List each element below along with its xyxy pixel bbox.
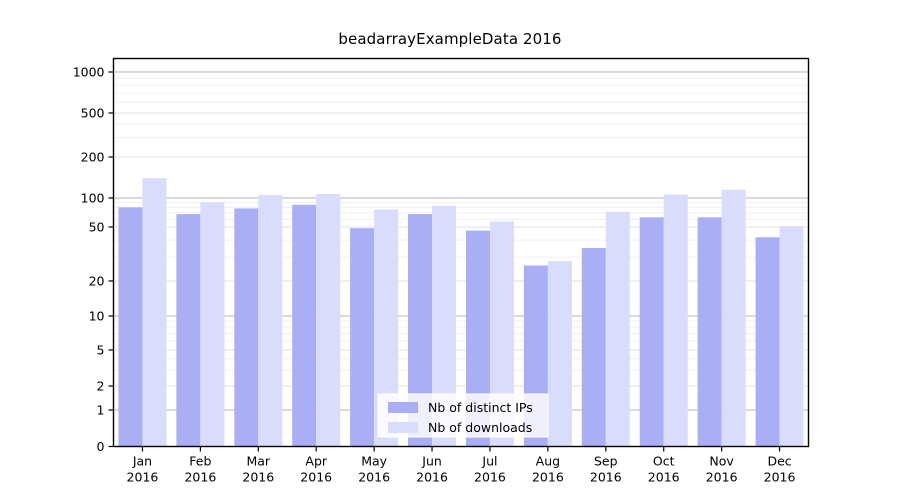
bar-oct-ips bbox=[639, 217, 664, 447]
plot-frame bbox=[112, 57, 810, 448]
bar-jan-ips bbox=[118, 207, 143, 447]
x-tick-label-year: 2016 bbox=[184, 470, 216, 485]
x-tick-label-month: Jan bbox=[132, 454, 152, 469]
bar-nov-downloads bbox=[721, 189, 746, 447]
y-tick-label: 20 bbox=[89, 274, 105, 289]
x-tick-label-month: Feb bbox=[189, 454, 211, 469]
x-axis-ticks-group: Jan2016Feb2016Mar2016Apr2016May2016Jun20… bbox=[127, 446, 796, 485]
x-tick-label-year: 2016 bbox=[532, 470, 564, 485]
y-axis-ticks-group: 0 1 2 5 10 20 50 100 200 500 1000 bbox=[73, 65, 114, 454]
bar-sep-downloads bbox=[605, 211, 630, 447]
x-tick-label-month: Mar bbox=[246, 454, 270, 469]
x-tick-label-month: Nov bbox=[709, 454, 734, 469]
legend-label-ips: Nb of distinct IPs bbox=[428, 400, 533, 415]
x-tick-label-month: Dec bbox=[767, 454, 791, 469]
x-tick-label-year: 2016 bbox=[127, 470, 159, 485]
y-tick-label: 2 bbox=[97, 379, 105, 394]
legend-box-group: Nb of distinct IPs Nb of downloads bbox=[377, 393, 549, 438]
y-tick-label: 10 bbox=[89, 309, 105, 324]
y-tick-label: 0 bbox=[97, 439, 105, 454]
y-tick-label: 100 bbox=[81, 191, 105, 206]
x-tick-label-year: 2016 bbox=[590, 470, 622, 485]
bar-oct-downloads bbox=[663, 194, 688, 447]
x-tick-label-year: 2016 bbox=[648, 470, 680, 485]
x-tick-label-year: 2016 bbox=[358, 470, 390, 485]
x-tick-label-month: Aug bbox=[536, 454, 560, 469]
bar-mar-downloads bbox=[258, 195, 283, 447]
x-tick-label-month: Jun bbox=[421, 454, 442, 469]
y-tick-label: 50 bbox=[89, 220, 105, 235]
x-tick-label-year: 2016 bbox=[416, 470, 448, 485]
legend-label-downloads: Nb of downloads bbox=[428, 420, 532, 435]
legend-swatch-downloads bbox=[388, 422, 418, 433]
bar-may-ips bbox=[350, 228, 375, 447]
bar-jan-downloads bbox=[142, 178, 167, 447]
bar-apr-ips bbox=[292, 204, 317, 447]
bar-dec-ips bbox=[755, 237, 780, 447]
bar-aug-downloads bbox=[547, 261, 572, 447]
x-tick-label-year: 2016 bbox=[764, 470, 796, 485]
bar-nov-ips bbox=[697, 217, 722, 447]
x-tick-label-year: 2016 bbox=[474, 470, 506, 485]
x-tick-label-month: Apr bbox=[305, 454, 327, 469]
x-tick-label-year: 2016 bbox=[300, 470, 332, 485]
y-tick-label: 5 bbox=[97, 343, 105, 358]
axis-frame-group bbox=[112, 57, 810, 448]
x-tick-label-month: May bbox=[361, 454, 387, 469]
y-tick-label: 200 bbox=[81, 150, 105, 165]
chart-title: beadarrayExampleData 2016 bbox=[338, 30, 562, 48]
x-tick-label-month: Jul bbox=[481, 454, 497, 469]
y-tick-label: 1000 bbox=[73, 65, 105, 80]
bar-feb-downloads bbox=[200, 202, 225, 447]
x-tick-label-year: 2016 bbox=[706, 470, 738, 485]
y-tick-label: 1 bbox=[97, 403, 105, 418]
bar-sep-ips bbox=[581, 248, 606, 447]
x-tick-label-month: Oct bbox=[653, 454, 675, 469]
bar-feb-ips bbox=[176, 214, 201, 447]
y-tick-label: 500 bbox=[81, 106, 105, 121]
grid-major-group bbox=[113, 71, 809, 447]
x-tick-label-year: 2016 bbox=[242, 470, 274, 485]
bar-apr-downloads bbox=[316, 193, 341, 447]
bar-mar-ips bbox=[234, 208, 259, 447]
x-tick-label-month: Sep bbox=[594, 454, 618, 469]
bar-dec-downloads bbox=[779, 226, 804, 447]
legend-swatch-ips bbox=[388, 402, 418, 413]
